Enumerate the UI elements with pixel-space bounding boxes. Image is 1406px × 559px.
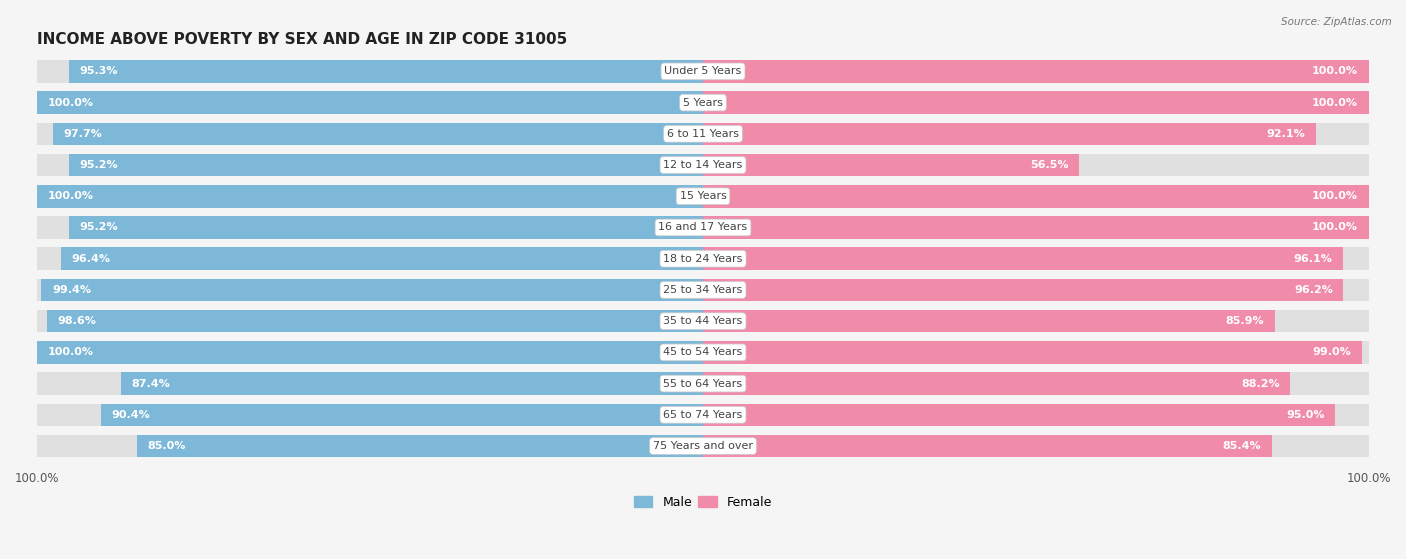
Bar (37, 341, 1369, 363)
Bar (138, 435, 703, 457)
Bar (37, 216, 1369, 239)
Text: 5 Years: 5 Years (683, 98, 723, 107)
Bar (37, 310, 1369, 333)
Text: 95.2%: 95.2% (80, 160, 118, 170)
Text: 56.5%: 56.5% (1031, 160, 1069, 170)
Bar (37, 372, 1369, 395)
Text: 45 to 54 Years: 45 to 54 Years (664, 347, 742, 357)
Bar (37, 185, 703, 207)
Text: 65 to 74 Years: 65 to 74 Years (664, 410, 742, 420)
Text: 96.2%: 96.2% (1294, 285, 1333, 295)
Text: 95.0%: 95.0% (1286, 410, 1324, 420)
Bar (703, 341, 1362, 363)
Bar (703, 154, 1080, 176)
Bar (703, 372, 1291, 395)
Text: Under 5 Years: Under 5 Years (665, 67, 741, 77)
Text: 96.1%: 96.1% (1294, 254, 1331, 264)
Text: INCOME ABOVE POVERTY BY SEX AND AGE IN ZIP CODE 31005: INCOME ABOVE POVERTY BY SEX AND AGE IN Z… (37, 32, 568, 47)
Text: 55 to 64 Years: 55 to 64 Years (664, 378, 742, 389)
Bar (703, 216, 1369, 239)
Text: 15 Years: 15 Years (679, 191, 727, 201)
Bar (37, 185, 1369, 207)
Text: Source: ZipAtlas.com: Source: ZipAtlas.com (1281, 17, 1392, 27)
Text: 100.0%: 100.0% (48, 98, 94, 107)
Bar (101, 404, 703, 426)
Text: 100.0%: 100.0% (1312, 222, 1358, 233)
Text: 95.3%: 95.3% (79, 67, 118, 77)
Bar (69, 216, 703, 239)
Text: 99.0%: 99.0% (1313, 347, 1351, 357)
Text: 12 to 14 Years: 12 to 14 Years (664, 160, 742, 170)
Bar (62, 248, 703, 270)
Bar (69, 154, 703, 176)
Text: 87.4%: 87.4% (132, 378, 170, 389)
Text: 97.7%: 97.7% (63, 129, 103, 139)
Bar (703, 279, 1344, 301)
Bar (37, 122, 1369, 145)
Text: 100.0%: 100.0% (1312, 67, 1358, 77)
Legend: Male, Female: Male, Female (628, 491, 778, 514)
Text: 35 to 44 Years: 35 to 44 Years (664, 316, 742, 326)
Bar (121, 372, 703, 395)
Text: 88.2%: 88.2% (1241, 378, 1279, 389)
Bar (37, 341, 703, 363)
Text: 85.0%: 85.0% (148, 441, 186, 451)
Text: 100.0%: 100.0% (48, 347, 94, 357)
Text: 98.6%: 98.6% (58, 316, 96, 326)
Bar (37, 404, 1369, 426)
Bar (52, 122, 703, 145)
Bar (46, 310, 703, 333)
Bar (703, 122, 1316, 145)
Text: 92.1%: 92.1% (1267, 129, 1306, 139)
Bar (37, 154, 1369, 176)
Bar (37, 91, 703, 114)
Text: 100.0%: 100.0% (1312, 191, 1358, 201)
Bar (703, 248, 1343, 270)
Bar (37, 91, 1369, 114)
Text: 85.4%: 85.4% (1222, 441, 1261, 451)
Bar (703, 60, 1369, 83)
Text: 6 to 11 Years: 6 to 11 Years (666, 129, 740, 139)
Bar (703, 435, 1271, 457)
Bar (37, 60, 1369, 83)
Bar (37, 248, 1369, 270)
Bar (703, 310, 1275, 333)
Text: 99.4%: 99.4% (52, 285, 91, 295)
Text: 90.4%: 90.4% (112, 410, 150, 420)
Text: 25 to 34 Years: 25 to 34 Years (664, 285, 742, 295)
Text: 75 Years and over: 75 Years and over (652, 441, 754, 451)
Text: 100.0%: 100.0% (48, 191, 94, 201)
Bar (703, 185, 1369, 207)
Bar (703, 404, 1336, 426)
Text: 95.2%: 95.2% (80, 222, 118, 233)
Text: 16 and 17 Years: 16 and 17 Years (658, 222, 748, 233)
Bar (37, 435, 1369, 457)
Text: 18 to 24 Years: 18 to 24 Years (664, 254, 742, 264)
Bar (69, 60, 703, 83)
Text: 85.9%: 85.9% (1226, 316, 1264, 326)
Bar (37, 279, 1369, 301)
Bar (703, 91, 1369, 114)
Text: 100.0%: 100.0% (1312, 98, 1358, 107)
Text: 96.4%: 96.4% (72, 254, 111, 264)
Bar (41, 279, 703, 301)
